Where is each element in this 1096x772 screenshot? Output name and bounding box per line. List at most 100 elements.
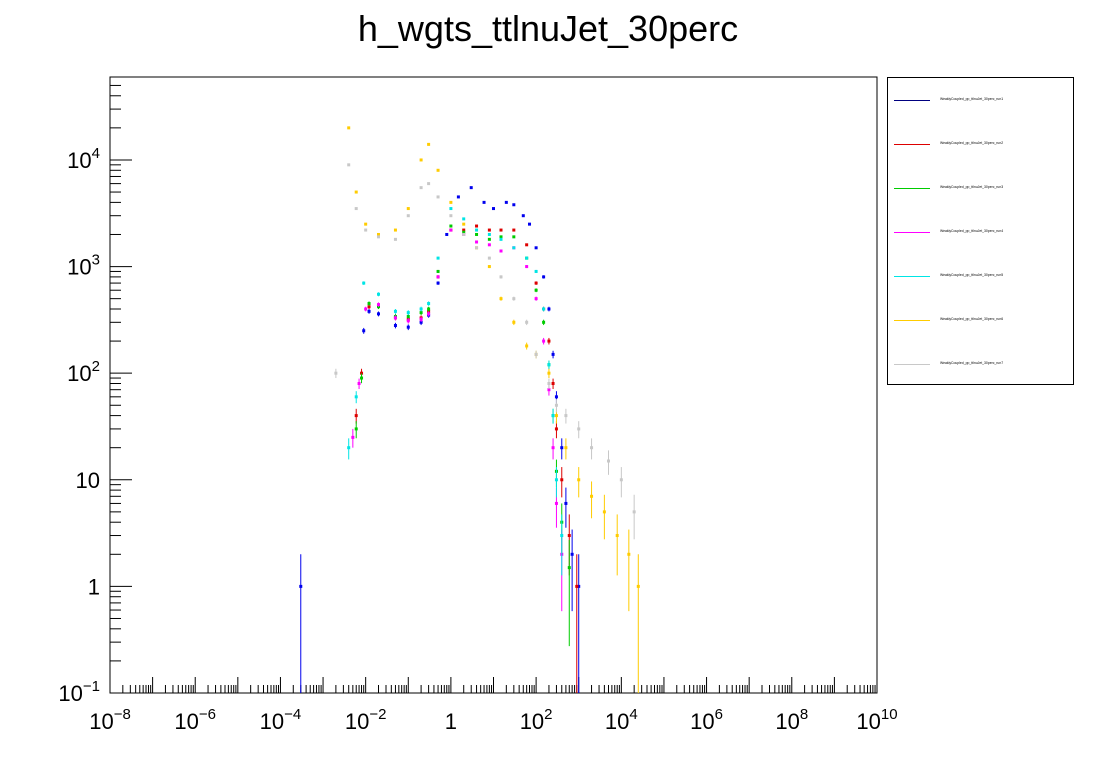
data-point (445, 232, 449, 236)
data-point (590, 446, 594, 450)
data-point (360, 376, 364, 380)
data-point (512, 235, 516, 239)
data-point (427, 307, 431, 311)
data-point (547, 382, 551, 386)
data-point (554, 478, 558, 482)
legend-entry: WeaklyCoupled_pp_ttlnuJet_30perc_run2 (894, 139, 1072, 151)
data-point (577, 427, 581, 431)
data-point (632, 510, 636, 514)
data-point (482, 200, 486, 204)
data-point (367, 302, 371, 306)
data-point (436, 281, 440, 285)
data-point (367, 309, 371, 313)
data-point (436, 195, 440, 199)
data-point (462, 222, 466, 226)
data-point (462, 217, 466, 221)
data-point (499, 237, 503, 241)
plot-frame (109, 76, 878, 694)
data-point (334, 371, 338, 375)
data-point (393, 237, 397, 241)
legend-entry: WeaklyCoupled_pp_ttlnuJet_30perc_run6 (894, 315, 1072, 327)
x-tick-label: 1010 (856, 706, 897, 734)
data-point (436, 256, 440, 260)
data-point (357, 382, 361, 386)
data-points (299, 126, 640, 693)
legend-label: WeaklyCoupled_pp_ttlnuJet_30perc_run6 (940, 317, 1004, 321)
data-point (393, 228, 397, 232)
data-point (564, 446, 568, 450)
legend-entry: WeaklyCoupled_pp_ttlnuJet_30perc_run1 (894, 95, 1072, 107)
data-point (525, 256, 529, 260)
data-point (627, 552, 631, 556)
data-point (547, 339, 551, 343)
data-point (512, 320, 516, 324)
data-point (570, 552, 574, 556)
data-point (449, 228, 453, 232)
legend-label: WeaklyCoupled_pp_ttlnuJet_30perc_run1 (940, 97, 1004, 101)
data-point (406, 311, 410, 315)
data-point (551, 352, 555, 356)
data-point (551, 446, 555, 450)
x-tick-label: 10−2 (345, 706, 387, 734)
data-point (475, 224, 479, 228)
data-point (499, 275, 503, 279)
data-point (406, 319, 410, 323)
data-point (512, 203, 516, 207)
legend-line (894, 320, 930, 321)
data-point (542, 320, 546, 324)
series-7 (334, 163, 636, 540)
data-point (419, 186, 423, 190)
data-point (393, 309, 397, 313)
data-point (534, 281, 538, 285)
data-point (351, 435, 355, 439)
legend-label: WeaklyCoupled_pp_ttlnuJet_30perc_run2 (940, 141, 1004, 145)
y-tick-label: 103 (67, 252, 100, 280)
data-point (354, 427, 358, 431)
data-point (393, 316, 397, 320)
data-point (406, 325, 410, 329)
data-point (475, 240, 479, 244)
data-point (462, 228, 466, 232)
data-point (364, 228, 368, 232)
y-tick-label: 1 (88, 574, 100, 599)
data-point (525, 265, 529, 269)
data-point (419, 307, 423, 311)
legend-entry: WeaklyCoupled_pp_ttlnuJet_30perc_run5 (894, 271, 1072, 283)
data-point (419, 320, 423, 324)
data-point (427, 182, 431, 186)
data-point (427, 302, 431, 306)
data-point (475, 232, 479, 236)
data-point (619, 478, 623, 482)
data-point (551, 382, 555, 386)
data-point (376, 235, 380, 239)
data-point (406, 315, 410, 319)
x-axis: 10−8 10−6 10−4 10−2 1 102 104 106 108 1010 (89, 677, 898, 734)
y-axis: 10−1 1 10 102 103 104 (58, 76, 132, 706)
data-point (547, 388, 551, 392)
legend-entry: WeaklyCoupled_pp_ttlnuJet_30perc_run4 (894, 227, 1072, 239)
data-point (525, 320, 529, 324)
data-point (354, 395, 358, 399)
x-tick-label: 102 (520, 706, 553, 734)
data-point (492, 207, 495, 211)
data-point (347, 446, 351, 450)
data-point (419, 317, 423, 321)
data-point (547, 307, 551, 311)
data-point (376, 312, 380, 316)
data-point (636, 584, 640, 588)
data-point (499, 249, 503, 253)
data-point (367, 305, 371, 309)
data-point (299, 584, 303, 588)
data-point (376, 303, 380, 307)
data-point (575, 584, 579, 588)
data-point (607, 459, 611, 463)
data-point (554, 395, 558, 399)
data-point (362, 329, 366, 333)
legend-label: WeaklyCoupled_pp_ttlnuJet_30perc_run3 (940, 185, 1004, 189)
data-point (499, 235, 503, 239)
data-point (554, 414, 558, 418)
x-tick-label: 10−8 (89, 706, 131, 734)
data-point (347, 163, 351, 167)
data-point (547, 371, 551, 375)
